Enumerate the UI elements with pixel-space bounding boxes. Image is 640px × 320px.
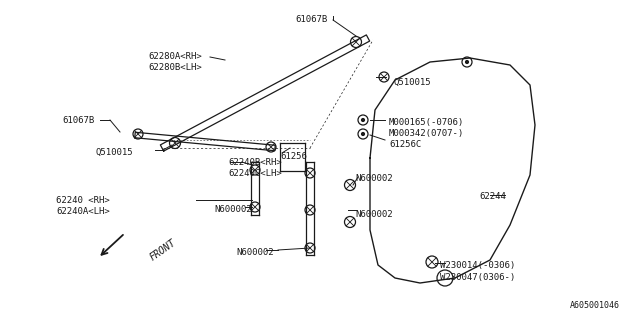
- Text: N600002: N600002: [214, 205, 252, 214]
- Text: 61256: 61256: [280, 152, 307, 161]
- Text: W230014(-0306): W230014(-0306): [440, 261, 515, 270]
- Text: 62280B<LH>: 62280B<LH>: [148, 63, 202, 72]
- Text: FRONT: FRONT: [148, 238, 178, 263]
- Text: N600002: N600002: [355, 174, 392, 183]
- Circle shape: [362, 119, 364, 121]
- Text: 61067B: 61067B: [62, 116, 94, 125]
- Circle shape: [466, 60, 468, 63]
- Text: Q510015: Q510015: [393, 78, 431, 87]
- Text: 62240 <RH>: 62240 <RH>: [56, 196, 109, 205]
- Text: 61067B: 61067B: [295, 15, 327, 24]
- Text: 61256C: 61256C: [389, 140, 421, 149]
- Text: M000342(0707-): M000342(0707-): [389, 129, 464, 138]
- Text: Q510015: Q510015: [96, 148, 134, 157]
- Circle shape: [362, 132, 364, 135]
- Text: N600002: N600002: [355, 210, 392, 219]
- Text: 62280A<RH>: 62280A<RH>: [148, 52, 202, 61]
- Text: 62244: 62244: [479, 192, 506, 201]
- Text: A605001046: A605001046: [570, 301, 620, 310]
- Text: N600002: N600002: [236, 248, 274, 257]
- Text: W230047(0306-): W230047(0306-): [440, 273, 515, 282]
- Text: 62240C<LH>: 62240C<LH>: [228, 169, 282, 178]
- Text: 62240A<LH>: 62240A<LH>: [56, 207, 109, 216]
- Text: M000165(-0706): M000165(-0706): [389, 118, 464, 127]
- Text: 62240B<RH>: 62240B<RH>: [228, 158, 282, 167]
